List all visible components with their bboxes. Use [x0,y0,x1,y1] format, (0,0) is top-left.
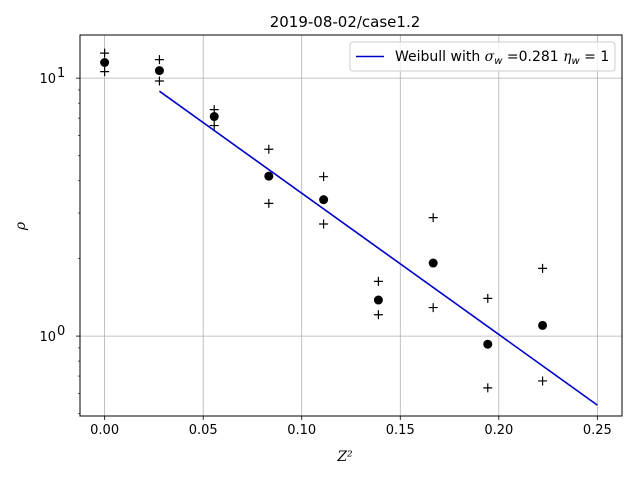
weibull-fit-line [158,90,598,406]
legend-entry-weibull: Weibull with σw =0.281 ηw = 1 [395,49,609,67]
y-tick-label-exponent: 0 [57,324,65,339]
data-point-median [264,171,274,181]
x-axis-ticks: 0.00 0.05 0.10 0.15 0.20 0.25 [90,416,612,438]
data-point-bound [154,76,164,86]
legend-sigma: σ [485,49,495,65]
data-point-bound [209,105,219,115]
x-tick-label: 0.25 [583,423,612,438]
data-point-bound [209,121,219,131]
legend: Weibull with σw =0.281 ηw = 1 [349,41,616,72]
chart-marks [100,48,598,406]
data-point-median [483,339,493,349]
data-point-bound [100,67,110,77]
data-point-median [373,295,383,305]
legend-eta: η [563,49,572,65]
data-point-median [154,66,164,76]
data-point-bound [154,55,164,65]
x-tick-label: 0.05 [189,423,218,438]
legend-text-prefix: Weibull with [395,49,485,65]
y-tick-label: 10 [39,72,56,87]
legend-eta-sub: w [572,56,581,67]
data-point-bound [319,172,329,182]
data-point-bound [538,263,548,273]
data-point-median [428,258,438,268]
data-point-bound [373,276,383,286]
data-point-bound [428,303,438,313]
y-axis-label: ρ [13,221,29,231]
data-point-median [538,320,548,330]
data-point-bound [483,293,493,303]
data-point-bound [264,198,274,208]
data-point-median [100,58,110,68]
legend-sigma-sub: w [494,56,503,67]
x-axis-label: Z² [336,449,353,465]
data-point-median [319,195,329,205]
y-tick-label-exponent: 1 [57,66,65,81]
legend-eta-value: = 1 [580,49,610,65]
plot-frame [79,34,623,417]
chart-title: 2019-08-02/case1.2 [270,13,421,31]
grid-lines [80,35,622,416]
legend-sigma-value: =0.281 [502,49,563,65]
data-point-median [209,112,219,122]
x-tick-label: 0.00 [90,423,119,438]
data-point-bound [428,213,438,223]
data-point-bound [373,310,383,320]
data-point-bound [483,383,493,393]
data-point-bound [538,376,548,386]
data-point-bound [319,219,329,229]
legend-box [349,41,616,72]
y-tick-label: 10 [39,330,56,345]
x-tick-label: 0.15 [386,423,415,438]
data-point-bound [264,144,274,154]
x-tick-label: 0.20 [484,423,513,438]
x-tick-label: 0.10 [287,423,316,438]
data-point-bound [100,48,110,58]
